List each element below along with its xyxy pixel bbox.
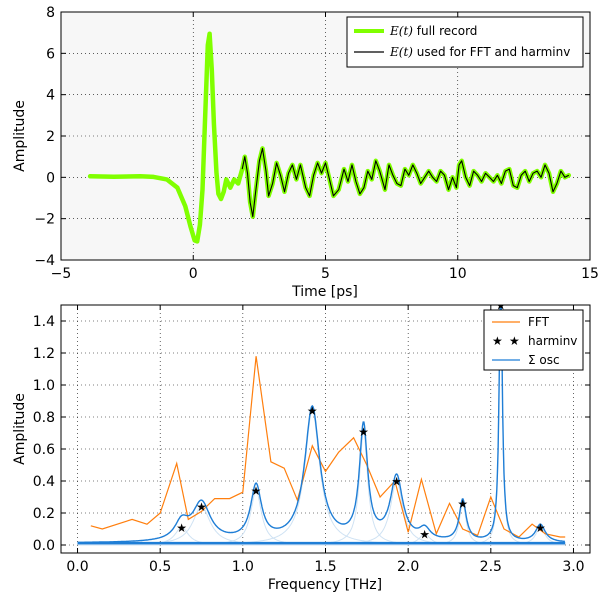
legend: FFT ★ ★ harminv Σ osc: [483, 309, 584, 371]
y-tick-label: 2: [46, 129, 55, 145]
y-tick-label: 0.8: [33, 410, 55, 426]
x-tick-label: 1.5: [314, 559, 336, 575]
x-tick-label: 10: [449, 266, 467, 282]
y-tick-label: 0.0: [33, 538, 55, 554]
legend-label-sum-osc: Σ osc: [528, 353, 560, 367]
y-tick-label: 1.2: [33, 346, 55, 362]
series-line-sum-osc: [77, 305, 565, 543]
x-tick-label: 2.5: [480, 559, 502, 575]
x-tick-label: 0.0: [66, 559, 88, 575]
y-tick-label: 1.4: [33, 314, 55, 330]
axis-ticks: 0.0 0.5 1.0 1.5 2.0 2.5 3.0 0.0 0.2 0.4 0.6 0.8 1.0 1…: [33, 305, 590, 575]
y-tick-label: 0.4: [33, 474, 55, 490]
y-tick-label: −2: [34, 212, 55, 228]
legend-label-fft-window: E(t) used for FFT and harminv: [389, 45, 570, 59]
y-tick-label: 6: [46, 46, 55, 62]
harminv-star-marker: ★: [358, 425, 369, 439]
y-axis-label: Amplitude: [12, 100, 28, 172]
oscillator-curve: [77, 526, 565, 546]
time-domain-plot: −5 0 5 10 15 −4 −2 0 2 4 6 8 Time [ps] Amplitude E(…: [12, 5, 599, 300]
data-lines: [87, 31, 572, 244]
y-tick-label: 1.0: [33, 378, 55, 394]
harminv-star-marker: ★: [251, 484, 262, 498]
axis-ticks: −5 0 5 10 15 −4 −2 0 2 4 6 8: [34, 5, 599, 282]
harminv-star-marker: ★: [307, 404, 318, 418]
x-axis-label: Frequency [THz]: [268, 577, 382, 593]
harminv-star-marker: ★: [176, 521, 187, 535]
legend-box: [346, 16, 584, 68]
legend-label-full-record: E(t) full record: [389, 24, 477, 38]
x-tick-label: 0.5: [149, 559, 171, 575]
y-tick-label: 0.2: [33, 506, 55, 522]
legend-swatch-harminv-star-2: ★: [509, 334, 520, 348]
harminv-star-marker: ★: [495, 299, 506, 313]
x-axis-label: Time [ps]: [291, 284, 358, 300]
data-lines: ★ ★ ★ ★ ★ ★ ★ ★ ★ ★: [77, 299, 566, 545]
x-tick-label: 5: [321, 266, 330, 282]
harminv-star-marker: ★: [535, 521, 546, 535]
legend-label-fft: FFT: [528, 315, 550, 329]
y-tick-label: 8: [46, 5, 55, 21]
harminv-star-marker: ★: [391, 475, 402, 489]
y-tick-label: −4: [34, 253, 55, 269]
x-tick-label: 3.0: [562, 559, 584, 575]
y-tick-label: 4: [46, 88, 55, 104]
x-tick-label: 15: [581, 266, 599, 282]
legend: E(t) full record E(t) used for FFT and h…: [346, 16, 584, 68]
legend-swatch-harminv-star-1: ★: [492, 334, 503, 348]
y-axis-label: Amplitude: [12, 393, 28, 465]
x-tick-label: −5: [51, 266, 72, 282]
x-tick-label: 1.0: [232, 559, 254, 575]
x-tick-label: 0: [189, 266, 198, 282]
y-tick-label: 0: [46, 170, 55, 186]
harminv-star-marker: ★: [196, 500, 207, 514]
series-line-fft-window: [241, 147, 570, 218]
x-tick-label: 2.0: [397, 559, 419, 575]
harminv-star-marker: ★: [457, 497, 468, 511]
y-tick-label: 0.6: [33, 442, 55, 458]
frequency-domain-plot: ★★★★★★★★★★ 0.0 0.5 1.0 1.5 2.0 2.5 3.00.00.20.…: [12, 299, 591, 593]
harminv-star-marker: ★: [419, 527, 430, 541]
legend-label-harminv: harminv: [528, 334, 577, 348]
